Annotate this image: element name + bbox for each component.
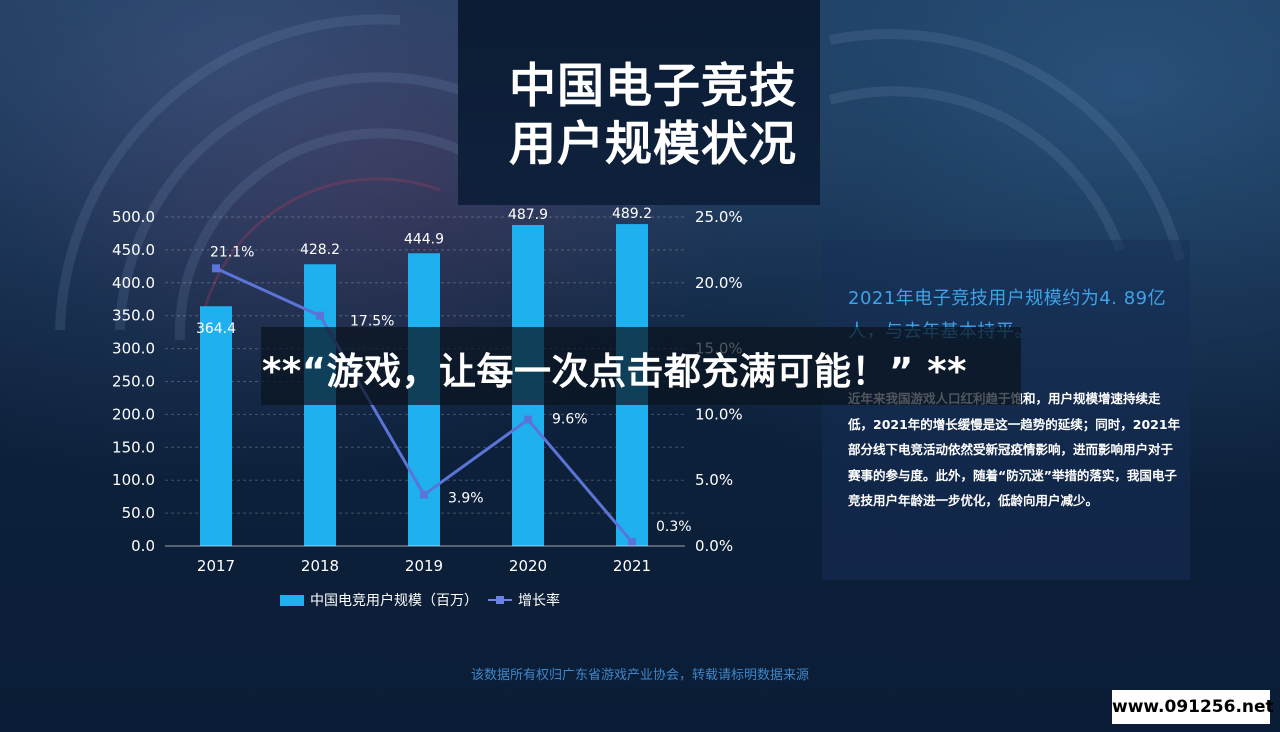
growth-value-label: 9.6% [552, 412, 588, 428]
y-left-tick-label: 300.0 [112, 340, 155, 358]
y-right-tick-label: 0.0% [695, 537, 733, 555]
legend-line-swatch [488, 594, 512, 606]
y-right-tick-label: 25.0% [695, 208, 743, 226]
legend-bar-swatch [280, 594, 304, 606]
bar-value-label: 444.9 [404, 231, 444, 247]
line-point [212, 264, 220, 273]
bar-value-label: 364.4 [196, 321, 236, 337]
y-left-tick-label: 100.0 [112, 471, 155, 489]
bar [200, 306, 232, 546]
line-point [420, 490, 428, 499]
line-point [524, 415, 532, 424]
page-title-line-1: 中国电子竞技 [509, 59, 797, 114]
legend-bar-label: 中国电竞用户规模（百万） [310, 593, 478, 609]
x-tick-label: 2019 [405, 557, 443, 575]
x-tick-label: 2020 [509, 557, 547, 575]
line-point [628, 538, 636, 547]
growth-value-label: 21.1% [210, 244, 254, 260]
y-left-tick-label: 500.0 [112, 208, 155, 226]
y-right-tick-label: 10.0% [695, 405, 743, 423]
chart-legend: 中国电竞用户规模（百万） 增长率 [280, 590, 560, 610]
growth-value-label: 17.5% [350, 314, 394, 330]
bar-value-label: 489.2 [612, 206, 652, 222]
y-left-tick-label: 250.0 [112, 373, 155, 391]
bar-value-label: 487.9 [508, 207, 548, 223]
x-tick-label: 2017 [197, 557, 235, 575]
overlay-banner [261, 327, 1021, 405]
y-right-tick-label: 20.0% [695, 274, 743, 292]
source-note: 该数据所有权归广东省游戏产业协会，转载请标明数据来源 [470, 668, 809, 683]
data-labels: 364.4 428.2 444.9 487.9 489.2 21.1% 17.5% 3.9% 9… [196, 206, 692, 535]
page-title-line-2: 用户规模状况 [509, 117, 797, 172]
y-left-tick-label: 0.0 [131, 537, 155, 555]
growth-value-label: 0.3% [656, 519, 692, 535]
y-left-tick-label: 400.0 [112, 274, 155, 292]
overlay-banner-text: **“游戏，让每一次点击都充满可能！” ** [262, 350, 967, 393]
y-left-tick-label: 50.0 [122, 504, 155, 522]
legend-line-label: 增长率 [518, 593, 560, 609]
growth-value-label: 3.9% [448, 491, 484, 507]
x-tick-label: 2021 [613, 557, 651, 575]
y-right-tick-label: 5.0% [695, 471, 733, 489]
bar [304, 264, 336, 546]
line-series [212, 264, 636, 547]
bar-value-label: 428.2 [300, 242, 340, 258]
info-panel [822, 240, 1190, 580]
y-left-tick-label: 200.0 [112, 405, 155, 423]
site-watermark: www.091256.net [1112, 690, 1274, 724]
y-left-tick-label: 450.0 [112, 241, 155, 259]
line-point [316, 311, 324, 320]
y-left-tick-label: 350.0 [112, 307, 155, 325]
title-panel [458, 0, 820, 205]
y-left-tick-label: 150.0 [112, 438, 155, 456]
x-tick-label: 2018 [301, 557, 339, 575]
page-title: 中国电子竞技 用户规模状况 [458, 58, 848, 174]
